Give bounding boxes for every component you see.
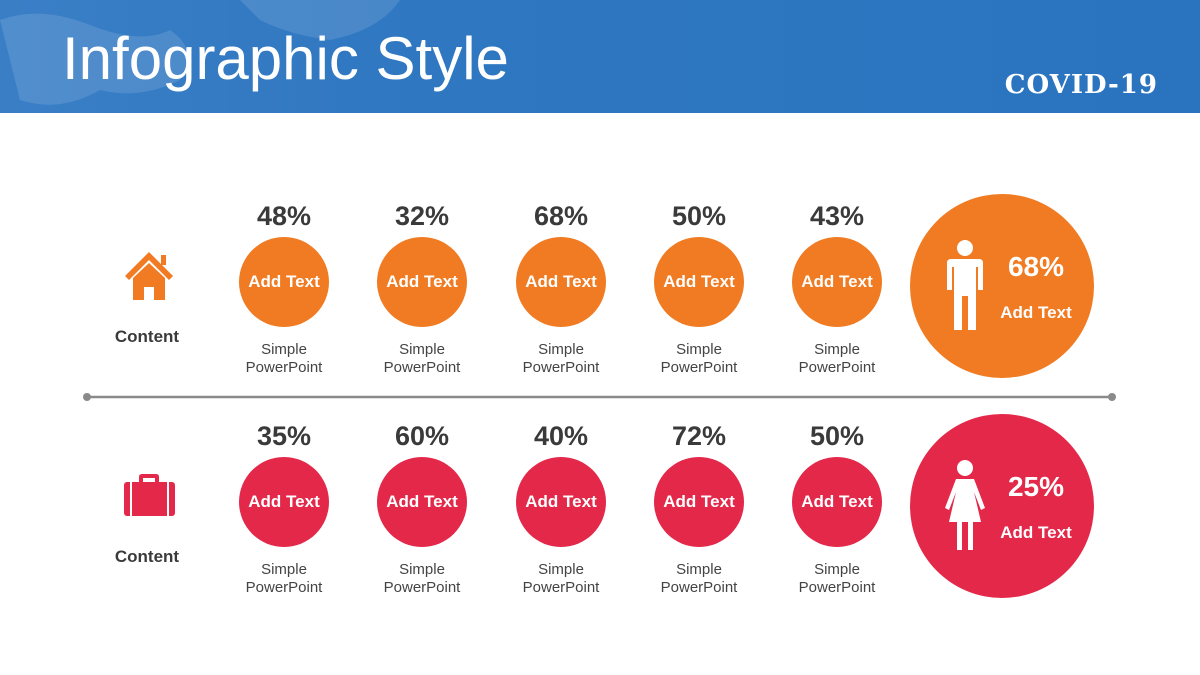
circle: Add Text <box>516 457 606 547</box>
title: Infographic Style <box>62 25 509 92</box>
percent: 40% <box>533 421 589 451</box>
divider-dot <box>1108 393 1116 401</box>
caption: Simple PowerPoint <box>522 341 600 376</box>
summary-circle <box>910 194 1094 378</box>
header: Infographic Style COVID-19 <box>0 0 1200 113</box>
caption: Simple PowerPoint <box>245 561 323 596</box>
percent: 32% <box>394 201 450 231</box>
badge: COVID-19 <box>1004 70 1158 100</box>
caption: Simple PowerPoint <box>383 341 461 376</box>
percent: 43% <box>809 201 865 231</box>
circle: Add Text <box>792 237 882 327</box>
circle: Add Text <box>239 237 329 327</box>
caption: Simple PowerPoint <box>245 341 323 376</box>
caption: Simple PowerPoint <box>522 561 600 596</box>
percent: 48% <box>256 201 312 231</box>
caption: Simple PowerPoint <box>383 561 461 596</box>
circle: Add Text <box>377 237 467 327</box>
circle: Add Text <box>654 237 744 327</box>
circle: Add Text <box>654 457 744 547</box>
caption: Simple PowerPoint <box>798 561 876 596</box>
briefcase-icon <box>124 474 175 516</box>
caption: Simple PowerPoint <box>798 341 876 376</box>
percent: 72% <box>671 421 727 451</box>
circle: Add Text <box>239 457 329 547</box>
circle: Add Text <box>377 457 467 547</box>
circle: Add Text <box>792 457 882 547</box>
man-icon <box>945 240 985 337</box>
summary-percent: 25% <box>1007 471 1065 502</box>
summary-circle <box>910 414 1094 598</box>
summary-text: Add Text <box>1000 523 1072 542</box>
caption: Simple PowerPoint <box>660 341 738 376</box>
divider-dot <box>83 393 91 401</box>
map-decoration <box>0 0 400 105</box>
row-label: Content <box>114 547 180 566</box>
summary-text: Add Text <box>1000 303 1072 322</box>
house-icon <box>125 252 173 300</box>
woman-icon <box>943 460 987 557</box>
percent: 60% <box>394 421 450 451</box>
row-label: Content <box>114 327 180 346</box>
summary-percent: 68% <box>1007 251 1065 282</box>
percent: 50% <box>671 201 727 231</box>
percent: 35% <box>256 421 312 451</box>
percent: 50% <box>809 421 865 451</box>
circle: Add Text <box>516 237 606 327</box>
percent: 68% <box>533 201 589 231</box>
caption: Simple PowerPoint <box>660 561 738 596</box>
